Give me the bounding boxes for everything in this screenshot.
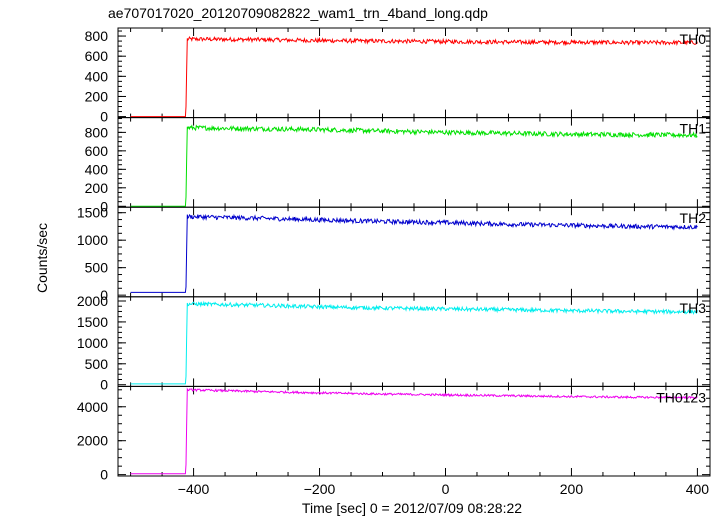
panel-th0123: 0 2000 4000 TH0123 xyxy=(77,385,711,483)
y-axis-label: Counts/sec xyxy=(34,223,50,293)
x-axis-label: Time [sec] 0 = 2012/07/09 08:28:22 xyxy=(302,500,522,516)
panel-label-th1: TH1 xyxy=(680,121,707,137)
panel-th0: 0 200 400 600 800 TH0 xyxy=(85,27,711,125)
y-tick-label: 400 xyxy=(85,68,109,84)
chart-title: ae707017020_20120709082822_wam1_trn_4ban… xyxy=(108,5,488,21)
panel-frame xyxy=(117,385,711,477)
y-tick-label: 2000 xyxy=(77,293,108,309)
series-line-th1 xyxy=(130,124,698,207)
y-tick-label: 600 xyxy=(85,143,109,159)
y-tick-label: 800 xyxy=(85,28,109,44)
panel-frame xyxy=(117,206,711,298)
x-tick-label: 400 xyxy=(686,481,710,497)
x-tick-label: 200 xyxy=(560,481,584,497)
y-tick-label: 0 xyxy=(100,198,108,214)
y-tick-label: 200 xyxy=(85,88,109,104)
y-tick-label: 0 xyxy=(100,109,108,125)
y-tick-label: 500 xyxy=(85,260,109,276)
panel-frame xyxy=(117,117,711,208)
y-tick-label: 0 xyxy=(100,467,108,483)
y-tick-label: 4000 xyxy=(77,399,108,415)
panel-label-th3: TH3 xyxy=(680,300,707,316)
series-line-th2 xyxy=(130,213,698,293)
y-tick-label: 1500 xyxy=(77,205,108,221)
panel-label-th0123: TH0123 xyxy=(656,389,706,405)
series-line-th3 xyxy=(130,300,698,385)
y-tick-label: 500 xyxy=(85,356,109,372)
panel-th2: 0 500 1000 1500 TH2 xyxy=(77,205,711,303)
panel-label-th0: TH0 xyxy=(680,31,707,47)
x-tick-label: −400 xyxy=(178,481,210,497)
y-tick-label: 800 xyxy=(85,124,109,140)
y-tick-label: 600 xyxy=(85,48,109,64)
panel-label-th2: TH2 xyxy=(680,210,707,226)
panels-group: 0 200 400 600 800 TH0 0 200 400 600 800 TH1 0 500 1000… xyxy=(77,27,711,497)
y-tick-label: 0 xyxy=(100,377,108,393)
y-tick-label: 0 xyxy=(100,287,108,303)
x-tick-label: 0 xyxy=(442,481,450,497)
panel-th3: 0 500 1000 1500 2000 TH3 xyxy=(77,293,711,393)
y-tick-label: 1000 xyxy=(77,232,108,248)
y-tick-label: 400 xyxy=(85,161,109,177)
y-tick-label: 2000 xyxy=(77,433,108,449)
series-line-th0123 xyxy=(130,387,698,475)
y-tick-label: 1000 xyxy=(77,335,108,351)
series-line-th0 xyxy=(130,36,698,118)
y-tick-label: 200 xyxy=(85,180,109,196)
panel-th1: 0 200 400 600 800 TH1 xyxy=(85,117,711,214)
y-tick-label: 1500 xyxy=(77,314,108,330)
x-tick-label: −200 xyxy=(304,481,336,497)
